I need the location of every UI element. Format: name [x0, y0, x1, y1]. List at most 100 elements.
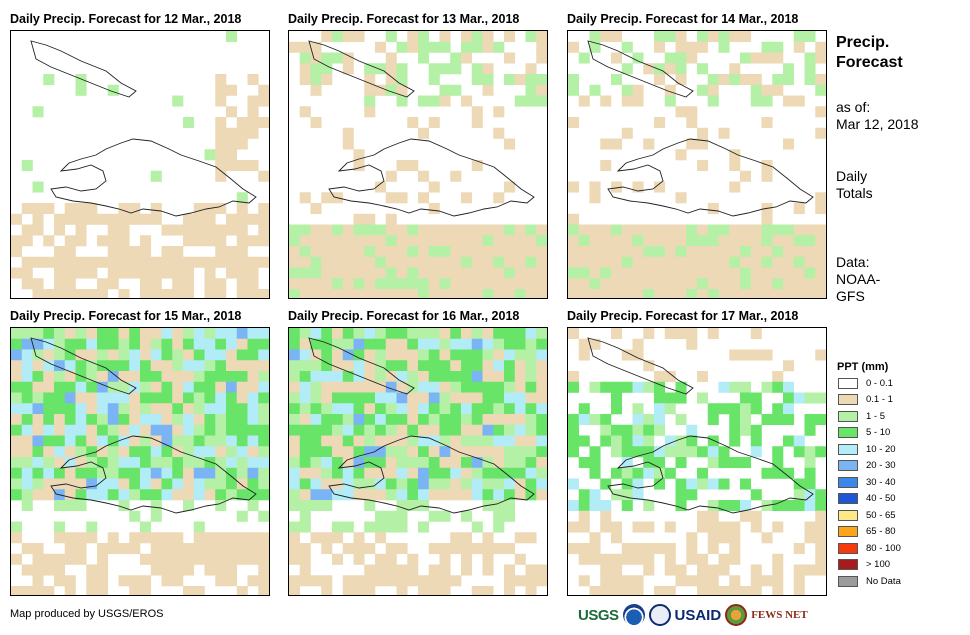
precip-cell: [471, 435, 483, 447]
panel-title-4: Daily Precip. Forecast for 15 Mar., 2018: [10, 309, 242, 323]
precip-cell: [375, 256, 387, 268]
precip-cell: [226, 564, 238, 576]
precip-cell: [204, 392, 216, 404]
precip-cell: [64, 532, 76, 544]
precip-cell: [793, 95, 805, 107]
precip-cell: [299, 246, 311, 258]
precip-cell: [482, 414, 494, 426]
precip-cell: [150, 435, 162, 447]
precip-cell: [450, 52, 462, 64]
precip-cell: [407, 564, 419, 576]
precip-cell: [643, 543, 655, 555]
precip-cell: [600, 289, 612, 298]
precip-cell: [161, 489, 173, 501]
precip-cell: [32, 446, 44, 458]
precip-cell: [247, 446, 259, 458]
precip-cell: [140, 381, 152, 393]
precip-cell: [804, 256, 816, 268]
precip-cell: [643, 467, 655, 479]
precip-cell: [97, 338, 109, 350]
precip-cell: [815, 267, 826, 279]
precip-cell: [482, 256, 494, 268]
precip-cell: [215, 457, 227, 469]
precip-cell: [258, 235, 269, 247]
precip-cell: [578, 246, 590, 258]
precip-cell: [21, 328, 33, 340]
precip-cell: [740, 457, 752, 469]
precip-cell: [482, 349, 494, 361]
precip-cell: [761, 532, 773, 544]
precip-cell: [140, 467, 152, 479]
precip-cell: [86, 289, 98, 298]
precip-cell: [396, 160, 408, 172]
precip-cell: [718, 235, 730, 247]
cuba-coastline: [308, 40, 415, 98]
precip-cell: [75, 213, 87, 225]
precip-cell: [643, 435, 655, 447]
precip-cell: [118, 457, 130, 469]
precip-cell: [493, 500, 505, 512]
precip-cell: [729, 349, 741, 361]
precip-cell: [783, 74, 795, 86]
precip-cell: [353, 414, 365, 426]
precip-cell: [353, 586, 365, 595]
precip-cell: [299, 328, 311, 340]
asof-label: as of:: [836, 99, 871, 115]
precip-cell: [750, 235, 762, 247]
precip-cell: [247, 349, 259, 361]
precip-cell: [385, 478, 397, 490]
precip-cell: [536, 41, 547, 53]
precip-cell: [11, 532, 23, 544]
usaid-logo: USAID: [674, 606, 722, 624]
precip-cell: [172, 338, 184, 350]
precip-cell: [204, 467, 216, 479]
legend-label: 1 - 5: [866, 410, 886, 422]
precip-cell: [761, 213, 773, 225]
precip-cell: [761, 278, 773, 290]
precip-cell: [578, 457, 590, 469]
precip-cell: [97, 235, 109, 247]
precip-cell: [321, 256, 333, 268]
precip-cell: [729, 256, 741, 268]
precip-cell: [375, 392, 387, 404]
precip-cell: [750, 74, 762, 86]
precip-cell: [493, 510, 505, 522]
precip-cell: [600, 267, 612, 279]
precip-cell: [247, 106, 259, 118]
precip-cell: [815, 52, 826, 64]
map-canvas-5: [289, 328, 547, 595]
precip-cell: [204, 235, 216, 247]
precip-cell: [375, 564, 387, 576]
precip-cell: [64, 575, 76, 587]
precip-cell: [310, 52, 322, 64]
precip-cell: [525, 564, 537, 576]
precip-cell: [504, 224, 516, 236]
precip-cell: [86, 392, 98, 404]
precip-cell: [514, 532, 526, 544]
precip-cell: [654, 446, 666, 458]
precip-cell: [428, 349, 440, 361]
precip-cell: [611, 435, 623, 447]
precip-cell: [697, 160, 709, 172]
precip-cell: [32, 403, 44, 415]
precip-cell: [289, 360, 301, 372]
precip-cell: [172, 224, 184, 236]
precip-cell: [226, 349, 238, 361]
precip-cell: [793, 446, 805, 458]
precip-cell: [418, 521, 430, 533]
precip-cell: [718, 127, 730, 139]
cuba-coastline: [308, 337, 415, 395]
precip-cell: [461, 192, 473, 204]
precip-cell: [504, 403, 516, 415]
precip-cell: [353, 457, 365, 469]
precip-cell: [353, 246, 365, 258]
precip-cell: [654, 414, 666, 426]
precip-cell: [664, 289, 676, 298]
precip-cell: [815, 127, 826, 139]
precip-cell: [385, 84, 397, 96]
precip-cell: [332, 392, 344, 404]
precip-cell: [772, 564, 784, 576]
precip-cell: [815, 278, 826, 290]
precip-cell: [428, 392, 440, 404]
precip-cell: [600, 586, 612, 595]
